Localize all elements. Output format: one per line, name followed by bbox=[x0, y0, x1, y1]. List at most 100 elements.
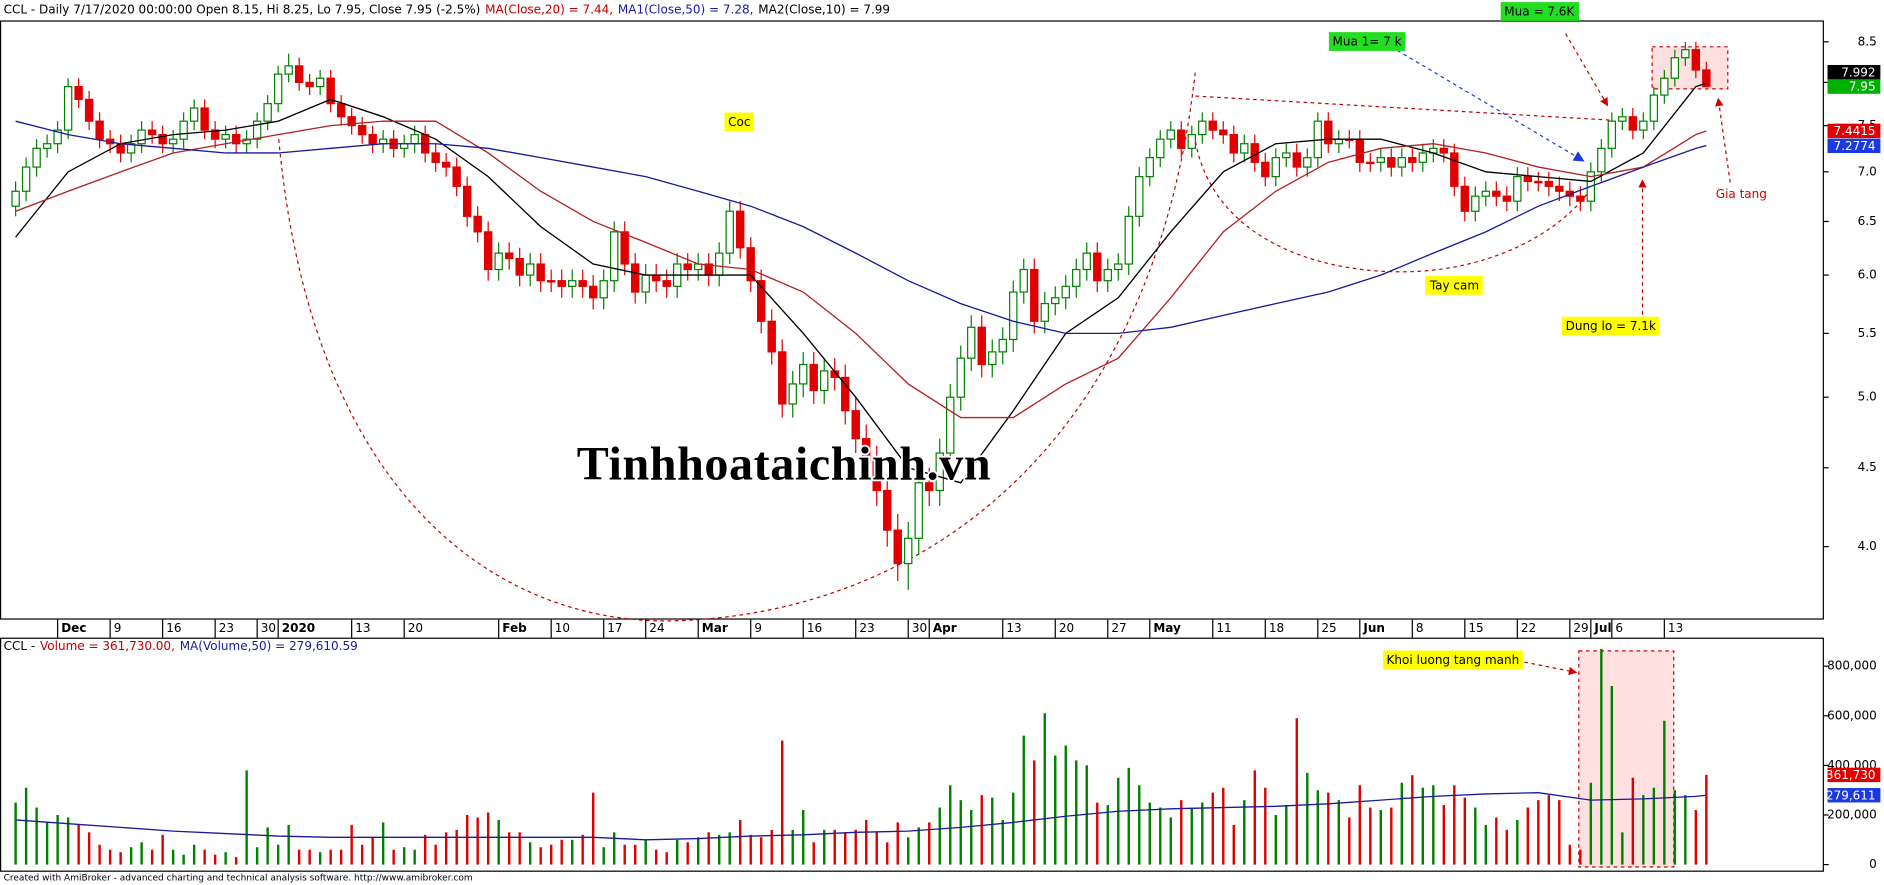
annotation: Mua 1= 7 k bbox=[1332, 35, 1401, 49]
watermark: Tinhhoataichinh.vn bbox=[577, 437, 992, 490]
candle-body bbox=[231, 134, 241, 145]
candle-body bbox=[95, 120, 104, 140]
candle-body bbox=[1061, 285, 1070, 299]
candle-body bbox=[326, 77, 335, 105]
value-tag-label: 7.95 bbox=[1849, 80, 1876, 94]
price-frame bbox=[0, 20, 1824, 620]
x-tick-label: Apr bbox=[933, 621, 957, 635]
candle-body bbox=[273, 73, 283, 105]
x-tick-label: 6 bbox=[1615, 621, 1623, 635]
value-tag bbox=[1827, 788, 1881, 803]
candle-body bbox=[357, 125, 367, 136]
y-tick-label: 0 bbox=[1869, 857, 1877, 871]
candle-body bbox=[210, 129, 220, 140]
highlight-box bbox=[1578, 650, 1675, 868]
candle-body bbox=[1114, 263, 1123, 271]
annotation-box bbox=[1561, 316, 1660, 336]
candle-body bbox=[378, 138, 388, 145]
candle-body bbox=[883, 489, 892, 531]
candle-body bbox=[1156, 138, 1165, 159]
candle-body bbox=[935, 452, 944, 492]
header-ma20: MA(Close,20) = 7.44, bbox=[485, 2, 613, 16]
candle-body bbox=[1492, 190, 1501, 197]
annotation: Mua = 7.6K bbox=[1504, 5, 1575, 19]
candle-body bbox=[557, 280, 566, 287]
x-tick-label: Jul bbox=[1593, 621, 1611, 635]
candle-body bbox=[137, 129, 146, 145]
value-tag-label: 361,730 bbox=[1826, 768, 1876, 782]
candle-body bbox=[473, 215, 482, 233]
candle-body bbox=[872, 459, 881, 492]
value-tag-label: 7.992 bbox=[1841, 65, 1875, 79]
annotation: Tay cam bbox=[1429, 278, 1479, 292]
candle-body bbox=[1166, 129, 1175, 140]
candle-body bbox=[1124, 215, 1133, 265]
candle-body bbox=[788, 383, 797, 405]
candle-body bbox=[410, 134, 419, 145]
candle-body bbox=[494, 252, 503, 271]
candle-body bbox=[1691, 49, 1701, 71]
x-tick-label: 13 bbox=[355, 621, 370, 635]
candle-body bbox=[599, 280, 608, 299]
candle-body bbox=[736, 210, 745, 249]
candle-body bbox=[168, 138, 178, 145]
candle-body bbox=[462, 185, 472, 217]
candle-body bbox=[336, 103, 346, 118]
handle-curve bbox=[1194, 141, 1589, 273]
candle-body bbox=[620, 231, 629, 265]
x-tick-label: 15 bbox=[1468, 621, 1483, 635]
annotation: Khoi luong tang manh bbox=[1387, 653, 1520, 667]
candle-body bbox=[242, 138, 251, 145]
annotation-box bbox=[1328, 32, 1406, 51]
candle-body bbox=[1397, 157, 1407, 168]
y-tick-label: 8.5 bbox=[1858, 34, 1877, 48]
y-tick-label: 800,000 bbox=[1827, 659, 1877, 673]
candle-body bbox=[1607, 120, 1617, 149]
ma-line bbox=[15, 120, 1707, 419]
x-tick-label: 20 bbox=[1059, 621, 1074, 635]
x-tick-label: 22 bbox=[1521, 621, 1536, 635]
candle-body bbox=[651, 274, 661, 282]
candle-body bbox=[1324, 120, 1333, 145]
candle-body bbox=[441, 161, 451, 168]
x-tick-label: Feb bbox=[502, 621, 527, 635]
candle-body bbox=[1135, 176, 1144, 217]
candle-body bbox=[1292, 152, 1301, 168]
candle-body bbox=[725, 210, 734, 254]
candle-body bbox=[452, 166, 461, 187]
candle-body bbox=[1303, 157, 1312, 168]
candle-body bbox=[746, 247, 755, 282]
header-text: CCL - bbox=[4, 639, 36, 653]
candle-body bbox=[1334, 138, 1343, 145]
candle-body bbox=[1513, 176, 1522, 202]
x-tick-label: 9 bbox=[754, 621, 762, 635]
volume-frame bbox=[0, 637, 1824, 872]
candle-body bbox=[200, 107, 209, 131]
candle-body bbox=[809, 363, 818, 392]
x-tick-label: 30 bbox=[261, 621, 276, 635]
candle-body bbox=[84, 98, 94, 122]
y-tick-label: 200,000 bbox=[1827, 807, 1877, 821]
x-tick-label: 10 bbox=[555, 621, 570, 635]
candle-body bbox=[347, 116, 356, 127]
x-tick-label: 2020 bbox=[282, 621, 315, 635]
value-tag bbox=[1827, 79, 1881, 94]
x-tick-label: 29 bbox=[1573, 621, 1588, 635]
candle-body bbox=[1702, 69, 1711, 88]
x-tick-label: 25 bbox=[1321, 621, 1336, 635]
candle-body bbox=[179, 120, 188, 140]
candle-body bbox=[147, 129, 157, 136]
candle-body bbox=[536, 263, 545, 282]
candle-body bbox=[1439, 147, 1449, 154]
candle-body bbox=[504, 252, 514, 260]
candle-body bbox=[1408, 157, 1417, 163]
x-tick-label: 23 bbox=[219, 621, 234, 635]
candle-body bbox=[1177, 129, 1186, 149]
candle-body bbox=[252, 120, 262, 140]
candle-body bbox=[1198, 120, 1207, 136]
candle-body bbox=[525, 263, 535, 276]
footer: Created with AmiBroker - advanced charti… bbox=[4, 873, 473, 883]
candle-body bbox=[368, 134, 377, 145]
candle-body bbox=[546, 280, 556, 283]
